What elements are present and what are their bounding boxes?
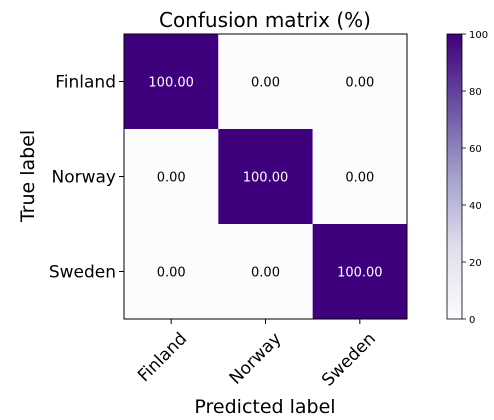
- colorbar-tick-label: 60: [469, 144, 482, 155]
- cell-value-label: 0.00: [157, 266, 186, 281]
- heatmap-cell: [124, 34, 219, 129]
- colorbar-tick-label: 80: [469, 87, 482, 98]
- heatmap-cell: [124, 224, 219, 319]
- heatmap-cell-labels: 100.00 0.00 0.00 0.00 100.00 0.00 0.00 0.00 100.…: [148, 76, 382, 281]
- x-axis-ticks: Finland Norway Sweden: [134, 319, 380, 391]
- cell-value-label: 0.00: [345, 76, 374, 91]
- heatmap-cell: [312, 34, 407, 129]
- cell-value-label: 0.00: [157, 171, 186, 186]
- heatmap-cell: [312, 129, 407, 224]
- cell-value-label: 0.00: [345, 171, 374, 186]
- y-axis-ticks: Finland Norway Sweden: [49, 73, 124, 283]
- x-tick-label: Finland: [134, 329, 191, 386]
- colorbar-tick-label: 40: [469, 201, 482, 212]
- x-axis-label: Predicted label: [194, 396, 335, 418]
- heatmap-cell: [218, 224, 313, 319]
- cell-value-label: 0.00: [251, 76, 280, 91]
- cell-value-label: 0.00: [251, 266, 280, 281]
- colorbar: [446, 33, 463, 320]
- y-tick-label: Sweden: [49, 263, 116, 283]
- chart-title: Confusion matrix (%): [159, 8, 371, 32]
- heatmap-cell: [312, 224, 407, 319]
- y-axis-label: True label: [17, 130, 39, 223]
- x-tick-label: Norway: [226, 329, 286, 389]
- colorbar-tick-label: 100: [469, 30, 488, 41]
- colorbar-ticks: 0 20 40 60 80 100: [462, 30, 488, 326]
- y-tick-label: Norway: [52, 168, 117, 188]
- heatmap-cells: [124, 34, 407, 319]
- heatmap-cell: [218, 34, 313, 129]
- y-tick-label: Finland: [55, 73, 116, 93]
- heatmap-cell: [124, 129, 219, 224]
- heatmap-cell: [218, 129, 313, 224]
- x-tick-label: Sweden: [318, 329, 380, 391]
- colorbar-tick-label: 0: [469, 315, 475, 326]
- cell-value-label: 100.00: [243, 171, 289, 186]
- cell-value-label: 100.00: [148, 76, 194, 91]
- colorbar-tick-label: 20: [469, 258, 482, 269]
- cell-value-label: 100.00: [337, 266, 383, 281]
